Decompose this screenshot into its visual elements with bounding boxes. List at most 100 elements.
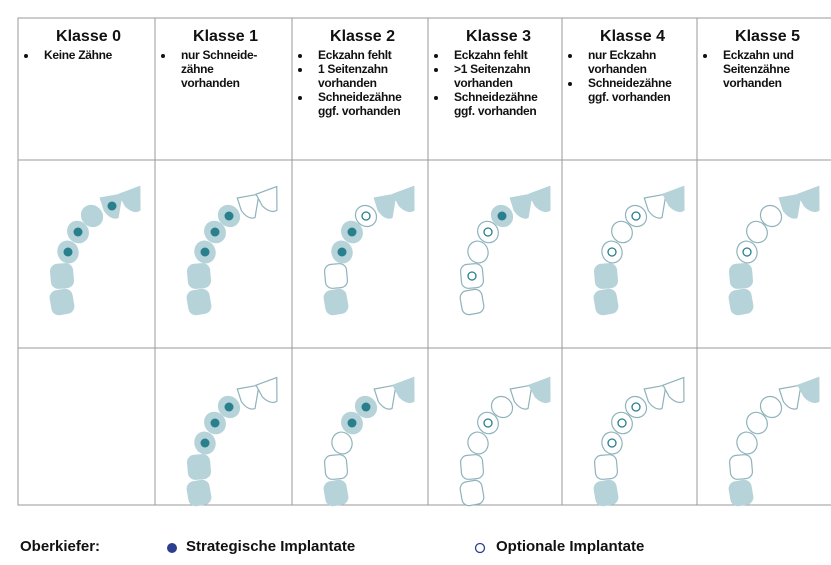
column-header: Klasse 3 Eckzahn fehlt>1 Seitenzahn vorha…	[428, 18, 565, 160]
strategic-implant	[63, 247, 73, 257]
optional-implant	[631, 211, 641, 221]
tooth	[467, 240, 489, 264]
tooth	[611, 220, 633, 244]
tooth	[509, 193, 533, 219]
bullet: Schneidezähne ggf. vorhanden	[312, 90, 425, 118]
tooth	[186, 263, 212, 289]
bullet: Eckzahn und Seitenzähne vorhanden	[717, 48, 830, 90]
tooth	[759, 395, 783, 419]
column-title: Klasse 1	[193, 28, 258, 45]
strategic-implant	[497, 211, 507, 221]
bullet-list: Eckzahn fehlt1 Seitenzahn vorhandenSchne…	[300, 48, 425, 118]
tooth	[643, 384, 667, 410]
optional-implant	[742, 247, 752, 257]
column-title: Klasse 0	[56, 28, 121, 45]
strategic-implant	[210, 227, 220, 237]
tooth	[528, 185, 551, 213]
strategic-icon	[167, 543, 177, 553]
bullet: Keine Zähne	[38, 48, 151, 62]
bullet: Eckzahn fehlt	[312, 48, 425, 62]
strategic-implant	[361, 402, 371, 412]
bullet-list: Keine Zähne	[26, 48, 151, 62]
strategic-implant	[200, 247, 210, 257]
bullet: >1 Seitenzahn vorhanden	[448, 62, 561, 90]
strategic-implant	[347, 418, 357, 428]
strategic-implant	[337, 247, 347, 257]
tooth	[186, 454, 212, 480]
column-title: Klasse 4	[600, 28, 665, 45]
optional-implant	[607, 438, 617, 448]
col-lines	[154, 18, 698, 505]
bullet: nur Schneide- zähne vorhanden	[175, 48, 288, 90]
tooth	[643, 193, 667, 219]
tooth	[746, 220, 768, 244]
bullet: nur Eckzahn vorhanden	[582, 48, 695, 76]
bullet-list: nur Eckzahn vorhandenSchneidezähne ggf. …	[570, 48, 695, 104]
bullet: Schneidezähne ggf. vorhanden	[582, 76, 695, 104]
tooth	[759, 204, 783, 228]
column-header: Klasse 1 nur Schneide- zähne vorhanden	[155, 18, 292, 160]
tooth	[593, 454, 619, 480]
tooth	[593, 479, 619, 507]
column-title: Klasse 3	[466, 28, 531, 45]
tooth	[186, 479, 212, 507]
tooth	[323, 288, 349, 316]
strategic-implant	[73, 227, 83, 237]
optional-icon	[474, 542, 486, 554]
tooth	[593, 263, 619, 289]
tooth	[323, 454, 349, 480]
tooth	[323, 479, 349, 507]
tooth	[186, 288, 212, 316]
legend-label: Oberkiefer:	[20, 538, 101, 555]
optional-implant	[607, 247, 617, 257]
tooth	[728, 263, 754, 289]
tooth	[728, 479, 754, 507]
tooth	[509, 384, 533, 410]
strategic-implant	[210, 418, 220, 428]
tooth	[736, 431, 758, 455]
strategic-implant	[107, 201, 117, 211]
table-border	[17, 17, 831, 506]
optional-implant	[483, 227, 493, 237]
tooth	[459, 454, 485, 480]
optional-implant	[631, 402, 641, 412]
strategic-implant	[347, 227, 357, 237]
tooth	[459, 288, 485, 316]
tooth	[118, 185, 141, 213]
tooth	[728, 454, 754, 480]
teeth	[49, 185, 820, 507]
tooth	[728, 288, 754, 316]
tooth	[49, 263, 75, 289]
bullet-list: nur Schneide- zähne vorhanden	[163, 48, 288, 90]
tooth	[392, 376, 415, 404]
column-header: Klasse 4 nur Eckzahn vorhandenSchneidezäh…	[562, 18, 699, 160]
column-header: Klasse 0 Keine Zähne	[18, 18, 155, 160]
tooth	[236, 193, 260, 219]
tooth	[593, 288, 619, 316]
strategic-implant	[200, 438, 210, 448]
column-header: Klasse 2 Eckzahn fehlt1 Seitenzahn vorhan…	[292, 18, 429, 160]
tooth	[49, 288, 75, 316]
tooth	[528, 376, 551, 404]
optional-implant	[617, 418, 627, 428]
tooth	[323, 263, 349, 289]
tooth	[490, 395, 514, 419]
bullet: Schneidezähne ggf. vorhanden	[448, 90, 561, 118]
column-title: Klasse 5	[735, 28, 800, 45]
optional-implant	[361, 211, 371, 221]
tooth	[746, 411, 768, 435]
bullet: Eckzahn fehlt	[448, 48, 561, 62]
bullet-list: Eckzahn fehlt>1 Seitenzahn vorhandenSchn…	[436, 48, 561, 118]
tooth	[373, 193, 397, 219]
tooth	[255, 185, 278, 213]
column-title: Klasse 2	[330, 28, 395, 45]
tooth	[255, 376, 278, 404]
optional-implant	[467, 271, 477, 281]
bullet-list: Eckzahn und Seitenzähne vorhanden	[705, 48, 830, 90]
optional-implant	[483, 418, 493, 428]
tooth	[467, 431, 489, 455]
strategic-implant	[224, 211, 234, 221]
tooth	[373, 384, 397, 410]
